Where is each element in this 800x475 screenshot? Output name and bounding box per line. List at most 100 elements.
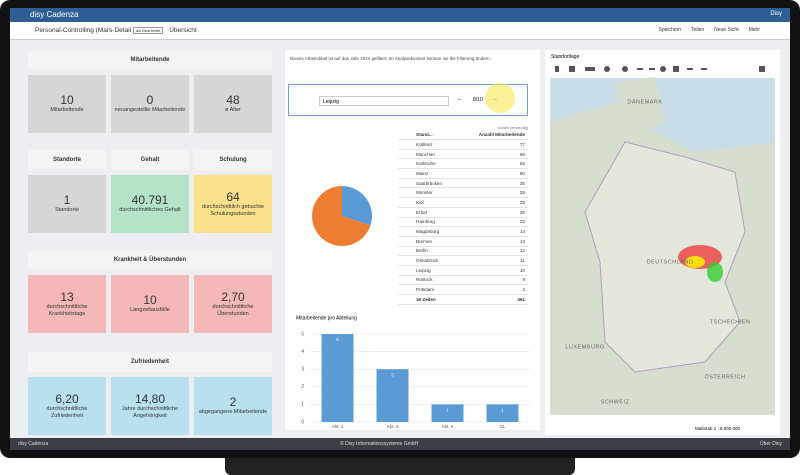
- table-group-header: Anzahl (eindeutig): [497, 126, 528, 130]
- table-row: Karlsruhe 65: [398, 159, 528, 170]
- table-row: Münster 29: [398, 188, 528, 199]
- heat: [685, 256, 705, 268]
- heat: [707, 262, 723, 282]
- cell: 65: [519, 161, 525, 167]
- table-row: Berlin 12: [398, 247, 528, 257]
- y-tick-label: 5: [301, 331, 304, 337]
- kpi-value: 0: [146, 93, 154, 108]
- kpi-value: 48: [226, 93, 240, 108]
- kpi-value: 2,70: [221, 289, 245, 304]
- kpi-tile: 2 abgegangene Mitarbeitende: [194, 377, 272, 435]
- table-row: München 68: [398, 150, 528, 160]
- kpi-label: Jahre durchschnittliche Angehörigkeit: [121, 405, 179, 419]
- kpi-tile: 6,20 durchschnittliche Zufriedenheit: [28, 377, 106, 435]
- bar-chart: Mitarbeitende pro Abteilung 0 1 2 3 4 5 5 Abt. 1…: [296, 315, 530, 429]
- cell: Stand...: [416, 132, 433, 137]
- x-tick-label: GL: [499, 424, 506, 429]
- footer-left: disy Cadenza: [18, 441, 49, 447]
- action[interactable]: Neue Sicht: [714, 27, 739, 33]
- map-label: ÖSTERREICH: [704, 373, 745, 380]
- cursor-highlight: [485, 83, 515, 113]
- prev-button[interactable]: ←: [457, 96, 463, 102]
- cell: 14: [519, 229, 525, 235]
- cell: Osnabrück: [416, 258, 439, 264]
- x-tick-label: Abt. 1: [332, 424, 344, 429]
- x-tick-label: Abt. 2: [387, 424, 399, 429]
- kpi-label: durchschnittliches Gehalt: [119, 207, 181, 214]
- kpi-label: durchschnittliche Krankheitstage: [46, 303, 88, 317]
- kpi-value: 1: [63, 193, 71, 208]
- footer-right[interactable]: Über Disy: [760, 441, 782, 447]
- bar-label: 1: [501, 408, 504, 413]
- badge: als Bearbeitet: [132, 27, 164, 34]
- cell: Mainz: [416, 170, 429, 176]
- scale-label: Maßstab: [695, 426, 713, 431]
- filter-dropdown[interactable]: Leipzig: [319, 96, 449, 106]
- kpi-label: neuangestellte Mitarbeitende: [114, 107, 186, 114]
- pie-slice: [312, 186, 371, 246]
- y-tick-label: 1: [301, 402, 304, 408]
- kpi-value: 40.791: [131, 193, 169, 208]
- cell: 29: [519, 190, 525, 196]
- kpi-tile: 10 Langzeitausfälle: [111, 275, 189, 333]
- kpi-tile: 64 durchschnittlich gebuchte Schulungsstu…: [194, 175, 272, 233]
- cell: Leipzig: [416, 267, 431, 273]
- pie-slice: [342, 186, 372, 226]
- kpi-value: 10: [60, 93, 74, 108]
- kpi-tile: 14,80 Jahre durchschnittliche Angehörigke…: [111, 377, 189, 435]
- kpi-tile: 2,70 durchschnittliche Überstunden: [194, 275, 272, 333]
- action[interactable]: Speichern: [658, 27, 682, 33]
- table-row: Saarbrücken 35: [398, 179, 528, 189]
- cell: 23: [519, 219, 525, 225]
- screen: disy Cadenza Disy Personal-Controlling (M…: [10, 8, 790, 450]
- kpi-label: abgegangene Mitarbeitende: [198, 409, 268, 416]
- cell: 2: [522, 287, 525, 293]
- kpi-label: ø Alter: [225, 107, 241, 114]
- table-row: Erfurt 26: [398, 208, 528, 218]
- group-header: Gehalt: [111, 150, 189, 170]
- kpi-tile: 0 neuangestellte Mitarbeitende: [111, 75, 189, 133]
- map-tools[interactable]: [555, 66, 765, 72]
- pie-chart: [312, 186, 372, 246]
- kpi-value: 10: [143, 293, 157, 308]
- view-select[interactable]: Übersicht: [169, 27, 197, 34]
- actions: Speichern Teilen Neue Sicht Mehr: [659, 27, 760, 33]
- cell: 35: [519, 180, 525, 186]
- bar-label: 1: [446, 408, 449, 413]
- kpi-tile: 13 durchschnittliche Krankheitstage: [28, 275, 106, 333]
- cell: Anzahl Mitarbeitende: [478, 132, 525, 137]
- user[interactable]: Disy: [770, 11, 782, 17]
- cell: 11: [520, 258, 525, 264]
- action[interactable]: Mehr: [748, 27, 760, 33]
- cell: 50: [519, 170, 525, 176]
- kpi-label: Standorte: [55, 207, 79, 214]
- cell: Karlsruhe: [416, 161, 436, 167]
- table-row: Hamburg 23: [398, 218, 528, 228]
- kpi-value: 6,20: [55, 391, 79, 406]
- table-row: Mainz 50: [398, 169, 528, 179]
- cell: 28: [519, 199, 525, 205]
- kpi-label: Langzeitausfälle: [130, 307, 170, 314]
- cell: 9: [522, 277, 525, 283]
- info-text: Dieses Arbeitsblatt ist auf das Jahr 202…: [290, 56, 491, 61]
- bar: [486, 404, 519, 422]
- map-label: TSCHECHIEN: [710, 319, 751, 325]
- kpi-tile: 1 Standorte: [28, 175, 106, 233]
- y-tick-label: 2: [301, 384, 304, 390]
- footer-center: © Disy Informationssysteme GmbH: [340, 441, 419, 447]
- kpi-tile: 10 Mitarbeitende: [28, 75, 106, 133]
- cell: Berlin: [416, 248, 428, 254]
- map-title: Standortlage: [551, 54, 580, 60]
- filter-box: Leipzig ← 8/10 →: [288, 83, 528, 116]
- app-bar: disy Cadenza Disy: [10, 8, 790, 22]
- bar: [431, 404, 464, 422]
- cell: 68: [519, 151, 525, 157]
- cell: 461: [517, 297, 525, 302]
- table-row: Rostock 9: [398, 276, 528, 286]
- cell: Kiel: [416, 199, 424, 205]
- kpi-tile: 48 ø Alter: [194, 75, 272, 133]
- cell: Bremen: [416, 238, 433, 244]
- action[interactable]: Teilen: [691, 27, 705, 33]
- germany: [584, 141, 746, 373]
- app-title: disy Cadenza: [30, 10, 79, 19]
